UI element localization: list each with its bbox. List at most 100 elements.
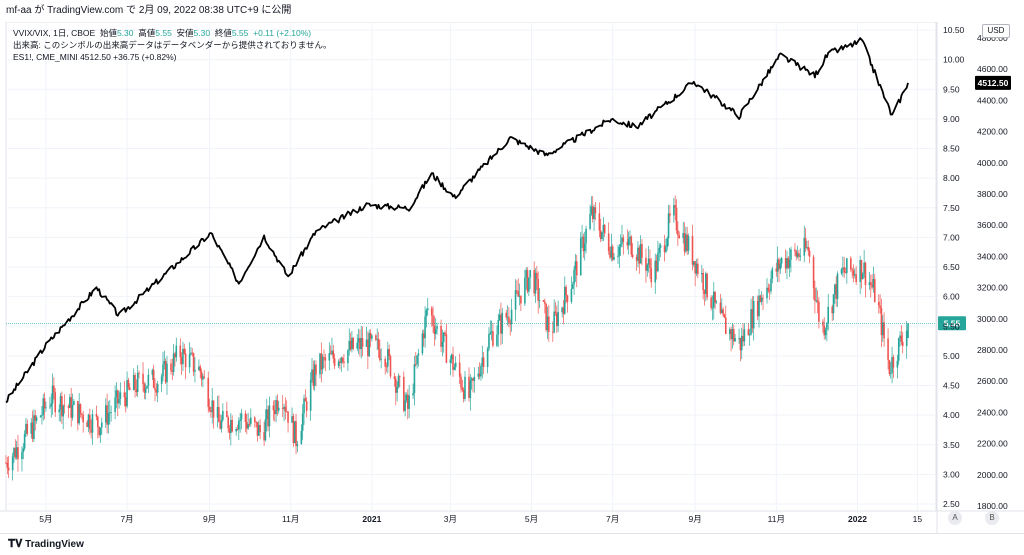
candle-body — [361, 337, 364, 347]
candle-body — [253, 417, 256, 422]
candle-body — [58, 409, 61, 413]
legend-main-series[interactable]: VVIX/VIX, 1日, CBOE 始値5.30 高値5.55 安値5.30 … — [13, 27, 331, 39]
candle-body — [305, 401, 308, 411]
candle-body — [39, 416, 42, 418]
candle-body — [69, 397, 71, 408]
auto-scale-button[interactable]: A — [948, 511, 962, 525]
candle-body — [422, 333, 425, 339]
candle-body — [132, 375, 135, 391]
chart-canvas[interactable]: 5.55 4512.50 10.50 10.00 9.50 9.00 8.50 8.00 7.… — [0, 22, 1024, 533]
candle-body — [854, 274, 856, 276]
es-line-series — [5, 37, 909, 404]
candle-body — [369, 332, 372, 339]
candle-body — [859, 260, 861, 282]
candle-body — [341, 357, 344, 362]
candle-body — [868, 282, 871, 286]
right-scale-tick-label: 2800.00 — [977, 345, 1008, 355]
legend-low-label: 安値 — [176, 28, 194, 38]
candle-body — [784, 258, 787, 269]
candle-body — [265, 409, 268, 420]
candle-body — [518, 295, 521, 297]
legend-es-series[interactable]: ES1!, CME_MINI 4512.50 +36.75 (+0.82%) — [13, 52, 177, 62]
x-tick-label: 2022 — [848, 514, 867, 524]
candle-body — [434, 328, 437, 334]
x-tick-label: 2021 — [362, 514, 381, 524]
right-scale-tick-label: 1800.00 — [977, 501, 1008, 511]
candle-body — [379, 349, 381, 360]
candle-body — [17, 447, 19, 460]
candle-body — [730, 329, 732, 340]
candle-body — [380, 358, 382, 360]
candle-body — [862, 273, 864, 280]
candle-body — [598, 213, 601, 231]
candle-body — [790, 249, 792, 260]
candle-body — [888, 359, 891, 374]
candle-body — [255, 421, 257, 423]
candle-body — [430, 308, 433, 316]
candle-body — [873, 279, 876, 302]
candle-body — [275, 400, 277, 415]
candle-body — [590, 206, 593, 215]
candle-body — [714, 291, 716, 303]
candle-body — [594, 207, 597, 214]
candle-body — [263, 431, 265, 441]
candle-body — [647, 258, 650, 265]
currency-button[interactable]: USD — [982, 24, 1010, 38]
candle-body — [899, 335, 901, 339]
left-scale-tick-label: 8.50 — [943, 144, 960, 154]
candle-body — [748, 334, 751, 336]
candle-body — [655, 260, 658, 272]
candle-body — [156, 383, 159, 393]
candle-body — [82, 414, 84, 423]
left-scale-tick-label: 9.00 — [943, 114, 960, 124]
es-last-price-label: 4512.50 — [978, 78, 1009, 88]
candle-body — [836, 273, 839, 299]
candle-body — [228, 428, 231, 434]
candle-body — [462, 390, 465, 399]
candle-body — [525, 270, 527, 278]
candle-body — [554, 311, 557, 314]
x-tick-label: 5月 — [39, 514, 52, 524]
candle-body — [667, 213, 670, 239]
candle-body — [622, 237, 625, 242]
candle-body — [565, 286, 567, 296]
candle-body — [15, 447, 18, 458]
candle-body — [627, 238, 630, 246]
candle-body — [693, 261, 695, 265]
candle-body — [182, 348, 184, 365]
candle-body — [538, 300, 541, 302]
candle-body — [95, 413, 98, 417]
candle-body — [227, 417, 229, 429]
right-scale-tick-label: 3200.00 — [977, 283, 1008, 293]
candle-body — [686, 234, 688, 251]
candle-body — [635, 256, 638, 261]
candle-body — [720, 309, 723, 314]
candle-body — [281, 407, 284, 409]
candle-body — [832, 294, 835, 314]
candle-body — [552, 331, 554, 333]
candle-body — [891, 357, 893, 374]
candle-body — [388, 349, 390, 357]
candle-body — [352, 337, 355, 349]
candle-body — [815, 300, 818, 302]
candle-body — [53, 385, 55, 393]
candle-body — [767, 287, 770, 291]
candle-body — [273, 410, 276, 415]
tradingview-logo[interactable]: 𝐓𝐕 TradingView — [8, 534, 84, 555]
candle-body — [505, 312, 508, 318]
candle-body — [740, 335, 743, 351]
log-scale-button[interactable]: B — [985, 511, 999, 525]
candle-body — [67, 405, 70, 408]
candle-body — [174, 353, 176, 358]
candle-body — [337, 361, 340, 367]
candle-body — [71, 404, 74, 418]
legend-open-label: 始値 — [99, 28, 117, 38]
candle-body — [742, 335, 744, 342]
legend-volume-note: 出来高: このシンボルの出来高データはデータベンダーから提供されておりません。 — [13, 40, 332, 50]
candle-body — [359, 338, 361, 350]
candle-body — [99, 427, 102, 436]
candle-body — [211, 400, 214, 413]
candle-body — [7, 467, 10, 471]
candle-body — [77, 401, 79, 424]
left-scale-tick-label: 7.50 — [943, 203, 960, 213]
